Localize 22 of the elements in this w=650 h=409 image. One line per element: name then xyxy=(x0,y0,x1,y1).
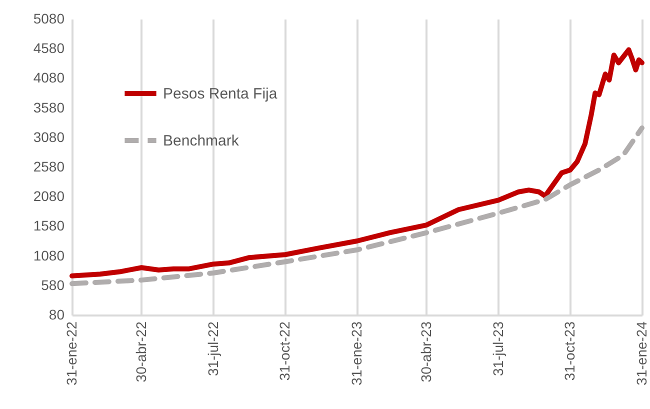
y-tick-label: 2580 xyxy=(33,158,65,174)
x-tick-label: 31-oct-22 xyxy=(276,321,293,381)
x-tick-label: 31-ene-23 xyxy=(348,321,364,386)
y-tick-label: 1580 xyxy=(33,218,65,234)
x-tick-label: 30-abr-22 xyxy=(132,321,149,382)
x-tick-label: 31-ene-22 xyxy=(64,321,80,386)
y-tick-label: 1080 xyxy=(33,247,65,264)
y-tick-label: 3080 xyxy=(33,128,65,145)
y-tick-label: 80 xyxy=(48,306,65,322)
x-tick-label: 31-ene-24 xyxy=(634,321,650,386)
legend-label: Pesos Renta Fija xyxy=(163,86,278,102)
x-tick-label: 30-abr-23 xyxy=(418,321,434,382)
y-tick-label: 3580 xyxy=(33,99,65,116)
y-tick-label: 2080 xyxy=(33,188,65,204)
x-tick-label: 31-jul-22 xyxy=(204,321,221,376)
x-tick-label: 31-oct-23 xyxy=(562,321,578,381)
legend-label: Benchmark xyxy=(163,132,240,150)
y-tick-label: 5080 xyxy=(33,10,65,26)
y-tick-label: 4080 xyxy=(33,70,65,86)
x-tick-label: 31-jul-23 xyxy=(490,321,506,376)
y-tick-label: 4580 xyxy=(33,40,65,56)
y-tick-label: 580 xyxy=(41,276,65,293)
